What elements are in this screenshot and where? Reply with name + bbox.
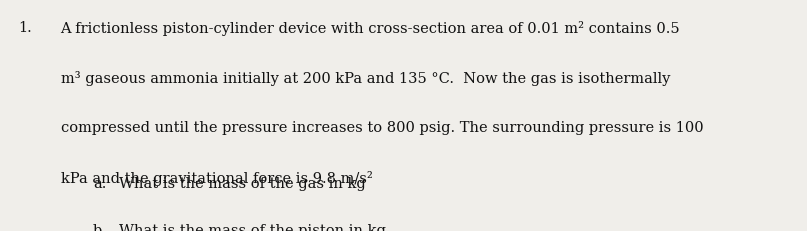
Text: 1.: 1. <box>18 21 31 35</box>
Text: kPa and the gravitational force is 9.8 m/s²: kPa and the gravitational force is 9.8 m… <box>61 170 372 185</box>
Text: compressed until the pressure increases to 800 psig. The surrounding pressure is: compressed until the pressure increases … <box>61 120 703 134</box>
Text: a.: a. <box>93 177 107 191</box>
Text: m³ gaseous ammonia initially at 200 kPa and 135 °C.  Now the gas is isothermally: m³ gaseous ammonia initially at 200 kPa … <box>61 70 670 85</box>
Text: What is the mass of the gas in kg: What is the mass of the gas in kg <box>119 177 366 191</box>
Text: A frictionless piston-cylinder device with cross-section area of 0.01 m² contain: A frictionless piston-cylinder device wi… <box>61 21 680 36</box>
Text: What is the mass of the piston in kg: What is the mass of the piston in kg <box>119 223 387 231</box>
Text: b.: b. <box>93 223 107 231</box>
